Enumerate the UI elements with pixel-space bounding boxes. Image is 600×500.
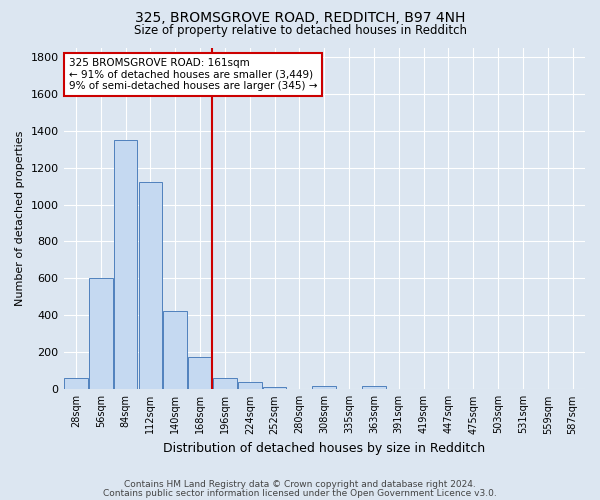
Text: Contains HM Land Registry data © Crown copyright and database right 2024.: Contains HM Land Registry data © Crown c… [124,480,476,489]
Bar [238,382,262,390]
Bar [362,386,386,390]
Text: Contains public sector information licensed under the Open Government Licence v3: Contains public sector information licen… [103,488,497,498]
Bar [263,386,286,390]
Bar [213,378,237,390]
Text: 325, BROMSGROVE ROAD, REDDITCH, B97 4NH: 325, BROMSGROVE ROAD, REDDITCH, B97 4NH [135,11,465,25]
Text: Size of property relative to detached houses in Redditch: Size of property relative to detached ho… [133,24,467,37]
Bar [163,311,187,390]
Y-axis label: Number of detached properties: Number of detached properties [15,130,25,306]
Bar [114,140,137,390]
Bar [64,378,88,390]
Bar [139,182,162,390]
Text: 325 BROMSGROVE ROAD: 161sqm
← 91% of detached houses are smaller (3,449)
9% of s: 325 BROMSGROVE ROAD: 161sqm ← 91% of det… [69,58,317,91]
Bar [313,386,336,390]
Bar [89,278,113,390]
X-axis label: Distribution of detached houses by size in Redditch: Distribution of detached houses by size … [163,442,485,455]
Bar [188,357,212,390]
